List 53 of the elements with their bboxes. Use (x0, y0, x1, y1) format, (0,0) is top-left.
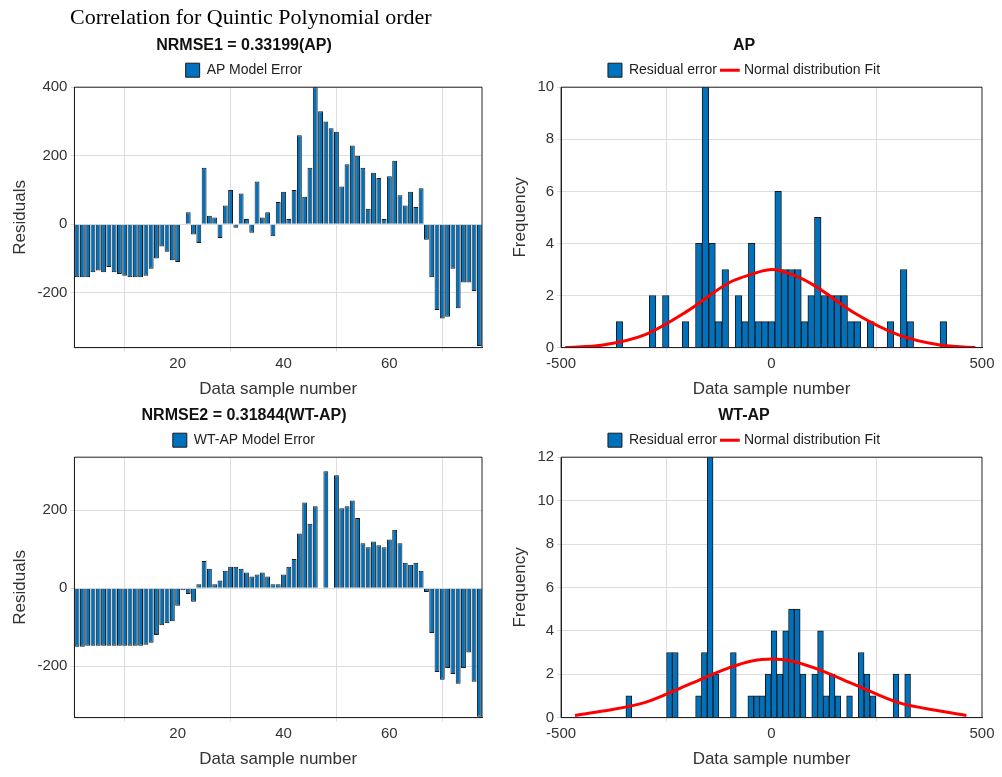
y-tick-label: 2 (545, 664, 555, 682)
x-tick-label: 20 (169, 353, 186, 371)
y-tick-label: 0 (59, 214, 68, 232)
y-axis-title: Frequency (509, 546, 529, 628)
y-tick-label: -200 (37, 282, 68, 300)
x-tick-label: 20 (169, 723, 186, 741)
x-tick-label: 60 (381, 353, 398, 371)
x-tick-label: 500 (969, 723, 995, 741)
y-tick-label: 4 (545, 620, 555, 638)
x-axis-title: Data sample number (199, 379, 358, 399)
y-tick-label: 0 (59, 578, 68, 596)
y-axis-title: Residuals (9, 550, 29, 625)
y-tick-label: 200 (42, 500, 68, 518)
y-tick-label: 8 (545, 129, 555, 147)
chart-title: NRMSE1 = 0.33199(AP) (156, 36, 332, 54)
line-series (563, 267, 977, 348)
chart-title: WT-AP (718, 406, 771, 424)
y-tick-label: 400 (42, 77, 68, 95)
x-axis-title: Data sample number (692, 379, 851, 399)
x-tick-label: -500 (546, 353, 577, 371)
y-tick-label: 0 (545, 707, 555, 725)
y-tick-label: 10 (537, 77, 555, 95)
line-series (573, 657, 968, 717)
y-tick-label: 12 (537, 447, 555, 465)
x-tick-label: 60 (381, 723, 398, 741)
y-axis-title: Residuals (9, 180, 29, 255)
text: Correlation for Quintic Polynomial order (70, 4, 433, 30)
y-tick-label: -200 (37, 656, 68, 674)
legend-label: WT-AP Model Error (193, 431, 316, 448)
y-tick-label: 4 (545, 233, 555, 251)
y-tick-label: 10 (537, 490, 555, 508)
legend-label: Normal distribution Fit (743, 431, 881, 448)
y-tick-label: 200 (42, 145, 68, 163)
x-axis-title: Data sample number (692, 749, 851, 769)
x-tick-label: 0 (767, 353, 776, 371)
y-tick-label: 8 (545, 534, 555, 552)
legend-label: Residual error (628, 61, 718, 78)
y-tick-label: 2 (545, 285, 555, 303)
x-tick-label: -500 (546, 723, 577, 741)
x-axis-title: Data sample number (199, 749, 358, 769)
chart-title: AP (732, 36, 756, 54)
y-tick-label: 6 (545, 577, 555, 595)
x-tick-label: 40 (275, 723, 292, 741)
y-tick-label: 0 (545, 337, 555, 355)
legend-label: Normal distribution Fit (743, 61, 881, 78)
legend-label: AP Model Error (206, 61, 303, 78)
y-axis-title: Frequency (509, 176, 529, 258)
chart-title: NRMSE2 = 0.31844(WT-AP) (141, 406, 347, 424)
x-tick-label: 0 (767, 723, 776, 741)
y-tick-label: 6 (545, 181, 555, 199)
legend-label: Residual error (628, 431, 718, 448)
x-tick-label: 500 (969, 353, 995, 371)
x-tick-label: 40 (275, 353, 292, 371)
